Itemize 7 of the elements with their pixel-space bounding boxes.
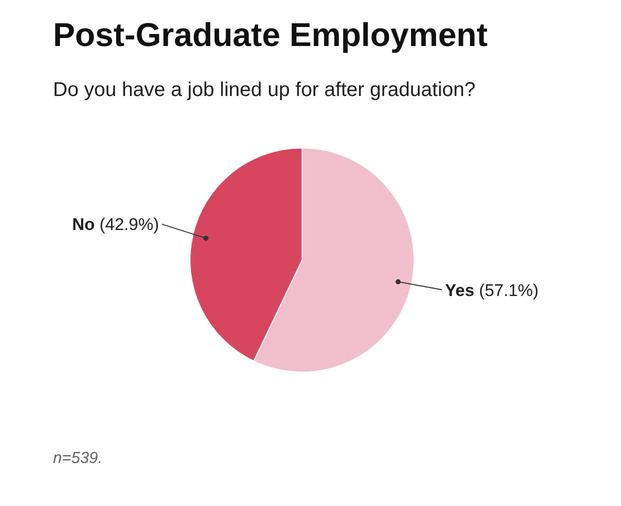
data-label: (42.9%) bbox=[94, 215, 159, 234]
data-label: (57.1%) bbox=[474, 280, 539, 300]
chart-subtitle: Do you have a job lined up for after graduation? bbox=[53, 79, 476, 101]
text: n=539. bbox=[53, 450, 102, 467]
chart-title: Post-Graduate Employment bbox=[53, 16, 488, 53]
slice-label: Yes bbox=[445, 280, 474, 300]
slice-label: No bbox=[72, 215, 95, 234]
